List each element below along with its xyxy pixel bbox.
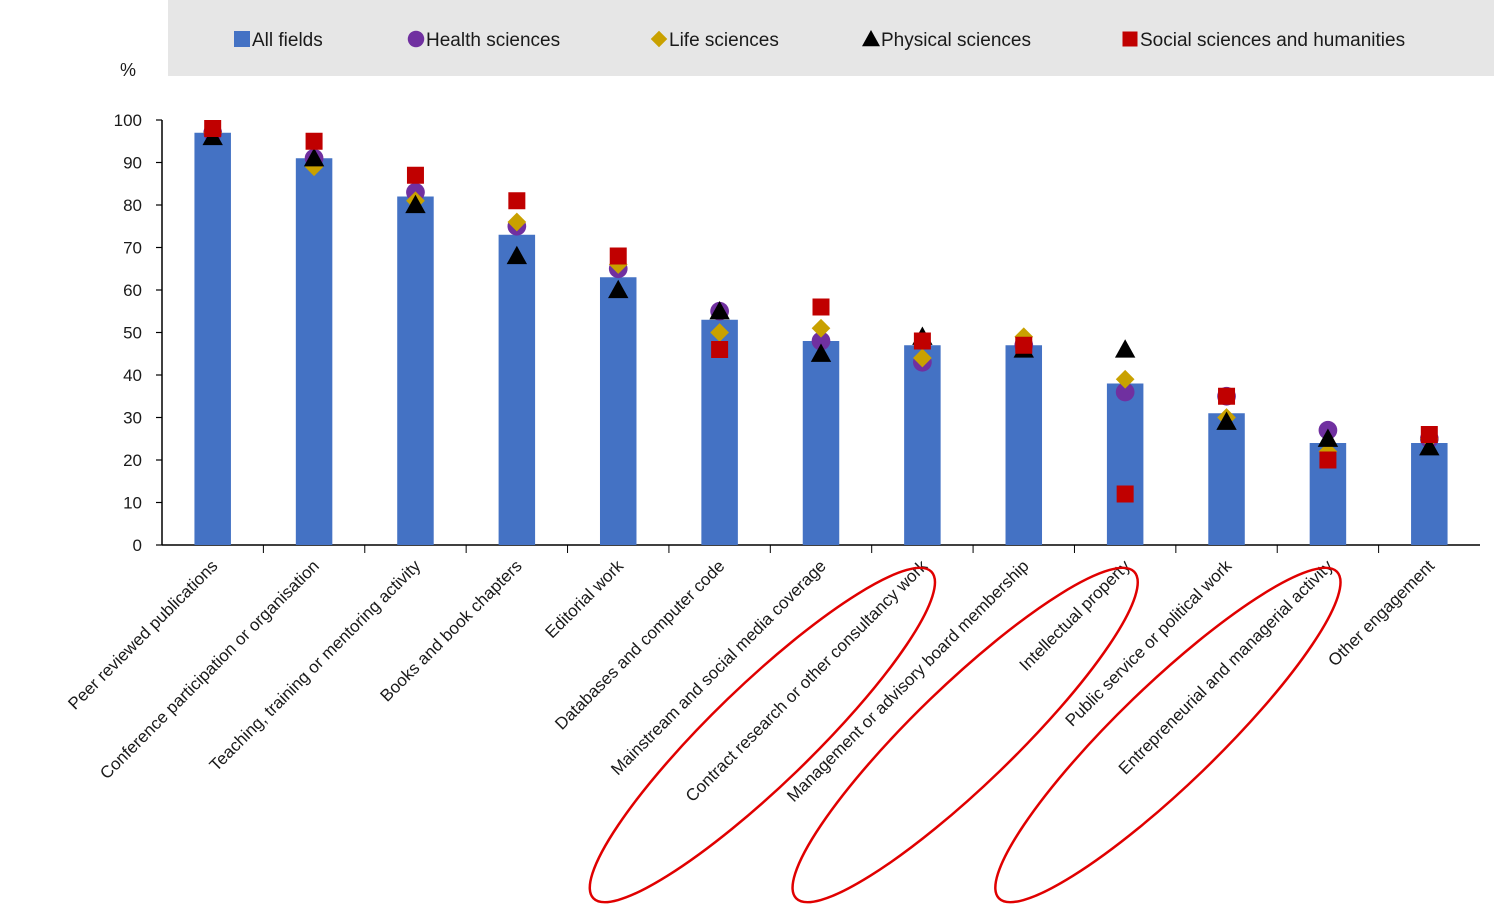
point-life-sciences [811,318,831,338]
point-social-sciences-and-humanities [1116,485,1134,503]
point-social-sciences-and-humanities [913,332,931,350]
bar-all-fields [194,132,231,545]
point-social-sciences-and-humanities [204,120,222,137]
y-tick-label: 70 [123,239,142,258]
point-physical-sciences [1114,339,1136,358]
point-health-sciences [1115,382,1135,402]
point-physical-sciences [303,148,325,167]
point-physical-sciences [506,245,528,265]
category-label: Editorial work [541,556,627,642]
point-social-sciences-and-humanities [1319,451,1337,469]
y-tick-label: 30 [123,409,142,428]
point-social-sciences-and-humanities [406,166,424,184]
y-tick-label: 80 [123,196,142,215]
point-physical-sciences [608,279,629,299]
point-social-sciences-and-humanities [1015,336,1033,354]
category-label: Conference participation or organisation [96,556,323,783]
point-social-sciences-and-humanities [1420,426,1438,443]
bar-all-fields [1411,443,1448,545]
category-label: Intellectual property [1016,556,1135,675]
bar-all-fields [498,234,536,545]
legend-label: Health sciences [426,30,560,51]
y-tick-label: 10 [123,494,142,513]
y-axis-unit-label: % [120,60,136,80]
point-social-sciences-and-humanities [609,247,627,265]
bar-all-fields [802,341,840,545]
legend: All fields Health sciences Life sciences Ph… [234,30,1405,51]
category-label: Public service or political work [1062,556,1236,730]
legend-marker [1122,31,1138,47]
legend-marker [407,30,425,48]
legend-background [168,0,1494,76]
legend-label: Life sciences [669,30,779,51]
point-life-sciences [710,323,729,342]
point-life-sciences [913,348,932,368]
point-social-sciences-and-humanities [1218,387,1236,405]
category-label: Entrepreneurial and managerial activity [1115,556,1337,778]
y-tick-label: 40 [123,366,142,385]
y-tick-label: 0 [133,536,142,555]
highlight-ellipse [588,566,937,904]
point-health-sciences [811,331,831,351]
point-physical-sciences [1216,411,1237,430]
annotations [588,566,1342,904]
y-tick-label: 50 [123,324,142,343]
highlight-ellipse [994,566,1342,904]
legend-label: Physical sciences [881,30,1031,51]
bar-all-fields [295,158,333,545]
legend-marker [234,31,250,47]
y-tick-label: 100 [114,111,142,130]
bar-all-fields [1005,345,1043,545]
y-tick-label: 60 [123,281,142,300]
category-label: Mainstream and social media coverage [607,556,830,779]
bar-all-fields [904,345,941,545]
legend-marker [650,30,668,48]
point-social-sciences-and-humanities [508,192,526,210]
point-physical-sciences [405,194,426,214]
point-social-sciences-and-humanities [812,298,830,316]
point-physical-sciences [1317,428,1339,447]
bar-all-fields [397,196,434,545]
point-life-sciences [1115,369,1135,389]
legend-label: Social sciences and humanities [1140,30,1405,51]
point-physical-sciences [1419,437,1440,456]
bar-all-fields [1106,383,1144,545]
legend-label: All fields [252,30,323,51]
legend-marker [862,30,880,47]
point-social-sciences-and-humanities [305,132,323,150]
category-label: Management or advisory board membership [783,556,1032,805]
point-life-sciences [507,212,527,232]
point-physical-sciences [810,343,832,362]
category-label: Teaching, training or mentoring activity [206,556,425,775]
category-label: Other engagement [1324,556,1438,670]
point-physical-sciences [709,301,730,320]
bar-all-fields [1208,413,1245,545]
y-tick-label: 20 [123,451,142,470]
highlight-ellipse [791,566,1139,904]
category-label: Databases and computer code [551,556,728,733]
y-tick-label: 90 [123,154,142,173]
point-social-sciences-and-humanities [711,341,729,358]
bar-all-fields [599,277,637,545]
